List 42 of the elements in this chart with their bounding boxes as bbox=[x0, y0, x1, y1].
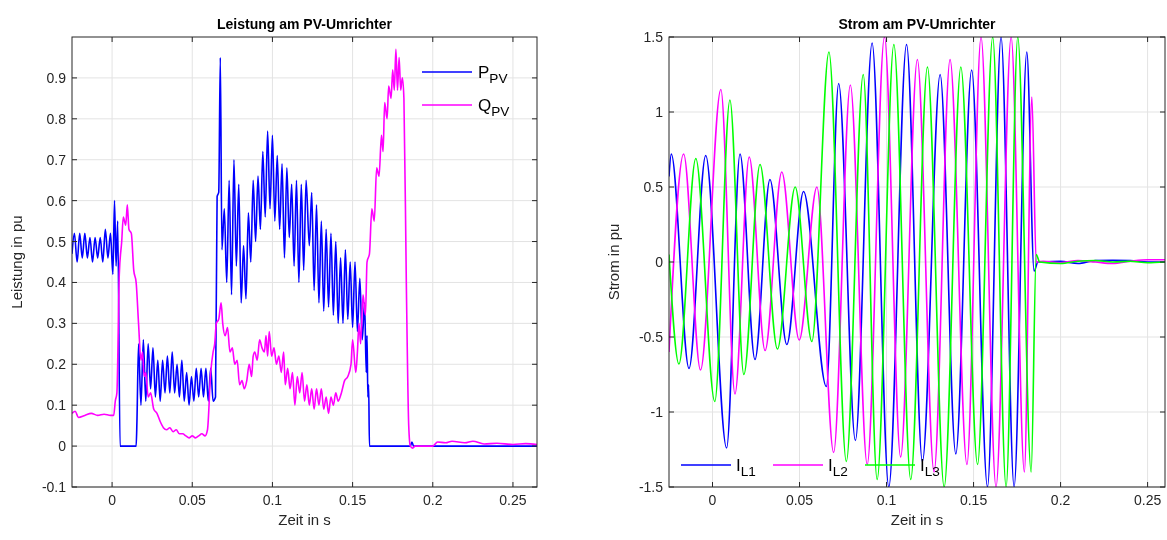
x-axis-title: Zeit in s bbox=[278, 511, 331, 528]
y-tick-label: 0.5 bbox=[643, 179, 664, 195]
x-tick-label: 0.05 bbox=[785, 492, 814, 508]
y-tick-label: -1.5 bbox=[638, 479, 664, 495]
x-tick-label: 0.25 bbox=[499, 492, 527, 508]
x-tick-label: 0.15 bbox=[959, 492, 988, 508]
legend-label: Q$_{PV}$ bbox=[478, 96, 510, 119]
legend-label: I$_{L3}$ bbox=[920, 456, 940, 479]
y-axis-title: Leistung in pu bbox=[8, 215, 25, 309]
y-tick-label: 1.5 bbox=[643, 29, 664, 45]
y-tick-label: 0.1 bbox=[46, 397, 67, 414]
y-tick-label: 0.3 bbox=[46, 315, 67, 332]
y-tick-label: 0.4 bbox=[46, 274, 67, 291]
chart-title: Leistung am PV-Umrichter bbox=[216, 16, 393, 32]
y-tick-label: 0 bbox=[655, 254, 664, 270]
y-axis-title: Strom in pu bbox=[605, 223, 622, 301]
y-tick-label: 0 bbox=[58, 438, 67, 455]
y-tick-label: -1 bbox=[650, 404, 664, 420]
y-tick-label: 0.9 bbox=[46, 69, 67, 86]
legend-label: I$_{L2}$ bbox=[828, 456, 848, 479]
x-tick-label: 0.25 bbox=[1133, 492, 1162, 508]
x-tick-label: 0.15 bbox=[338, 492, 367, 508]
legend-label: I$_{L1}$ bbox=[736, 456, 756, 479]
x-tick-label: 0.2 bbox=[1050, 492, 1071, 508]
chart-title: Strom am PV-Umrichter bbox=[838, 16, 997, 32]
x-tick-label: 0 bbox=[108, 492, 117, 508]
y-tick-label: 1 bbox=[655, 104, 664, 120]
y-tick-label: 0.6 bbox=[46, 192, 67, 209]
legend-label: P$_{PV}$ bbox=[478, 63, 508, 86]
y-tick-label: 0.2 bbox=[46, 356, 67, 373]
x-tick-label: 0.05 bbox=[178, 492, 207, 508]
x-tick-label: 0.1 bbox=[262, 492, 283, 508]
y-tick-label: -0.1 bbox=[41, 479, 67, 495]
x-tick-label: 0.1 bbox=[876, 492, 897, 508]
x-tick-label: 0.2 bbox=[423, 492, 443, 508]
y-tick-label: 0.7 bbox=[46, 151, 67, 168]
x-tick-label: 0 bbox=[708, 492, 717, 508]
y-tick-label: -0.5 bbox=[638, 329, 664, 345]
y-tick-label: 0.8 bbox=[46, 110, 67, 127]
line-series bbox=[669, 37, 1165, 487]
y-tick-label: 0.5 bbox=[46, 233, 67, 250]
x-axis-title: Zeit in s bbox=[890, 511, 944, 528]
